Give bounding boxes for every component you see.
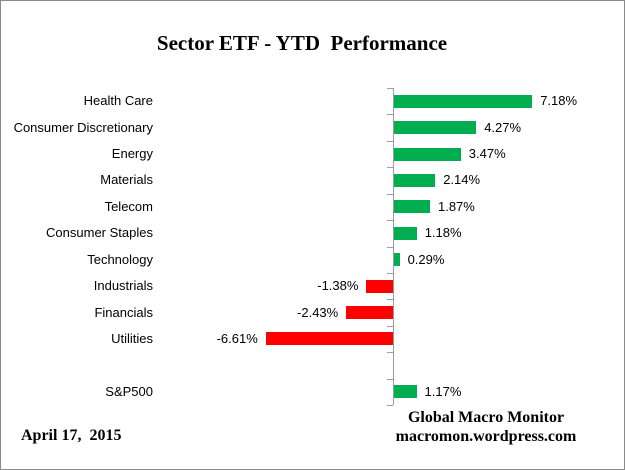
axis-tick <box>387 220 393 222</box>
bar-technology <box>394 253 400 267</box>
axis-tick <box>387 114 393 116</box>
bar-consumer-discretionary <box>394 121 477 135</box>
value-label-utilities: -6.61% <box>216 330 258 346</box>
axis-tick <box>387 193 393 195</box>
category-label-materials: Materials <box>100 172 153 188</box>
value-label-telecom: 1.87% <box>437 198 475 214</box>
value-label-technology: 0.29% <box>407 251 445 267</box>
bar-telecom <box>394 200 430 214</box>
axis-tick <box>387 405 393 407</box>
value-label-industrials: -1.38% <box>317 278 359 294</box>
axis-tick <box>387 299 393 301</box>
value-label-financials: -2.43% <box>297 304 339 320</box>
bar-financials <box>346 306 393 320</box>
bar-utilities <box>265 332 393 346</box>
bar-health-care <box>394 94 533 108</box>
axis-tick <box>387 167 393 169</box>
axis-tick <box>387 88 393 89</box>
bar-materials <box>394 173 436 187</box>
category-label-consumer-staples: Consumer Staples <box>46 225 153 241</box>
category-label-energy: Energy <box>111 146 153 162</box>
axis-tick <box>387 140 393 142</box>
bar-consumer-staples <box>394 226 417 240</box>
axis-tick <box>387 378 393 380</box>
value-label-consumer-staples: 1.18% <box>424 225 462 241</box>
axis-tick <box>387 272 393 274</box>
bar-energy <box>394 147 461 161</box>
value-label-consumer-discretionary: 4.27% <box>484 119 522 135</box>
bar-s-p500 <box>394 385 417 399</box>
axis-tick <box>387 246 393 248</box>
axis-tick <box>387 325 393 327</box>
bar-industrials <box>366 279 393 293</box>
axis-tick <box>387 352 393 354</box>
category-label-health-care: Health Care <box>83 93 153 109</box>
credit-block: Global Macro Monitor macromon.wordpress.… <box>379 408 593 446</box>
category-label-industrials: Industrials <box>93 278 153 294</box>
category-label-financials: Financials <box>94 304 153 320</box>
value-label-materials: 2.14% <box>443 172 481 188</box>
category-label-s-p500: S&P500 <box>105 383 153 399</box>
category-label-technology: Technology <box>87 251 153 267</box>
category-label-utilities: Utilities <box>111 330 153 346</box>
credit-line-1: Global Macro Monitor <box>407 409 565 426</box>
value-label-energy: 3.47% <box>468 146 506 162</box>
category-label-telecom: Telecom <box>104 198 153 214</box>
chart-title: Sector ETF - YTD Performance <box>156 31 448 55</box>
value-label-s-p500: 1.17% <box>424 383 462 399</box>
category-axis-line <box>393 88 394 406</box>
credit-line-2: macromon.wordpress.com <box>395 428 577 445</box>
date-label: April 17, 2015 <box>21 427 122 444</box>
category-label-consumer-discretionary: Consumer Discretionary <box>13 119 153 135</box>
value-label-health-care: 7.18% <box>540 93 578 109</box>
